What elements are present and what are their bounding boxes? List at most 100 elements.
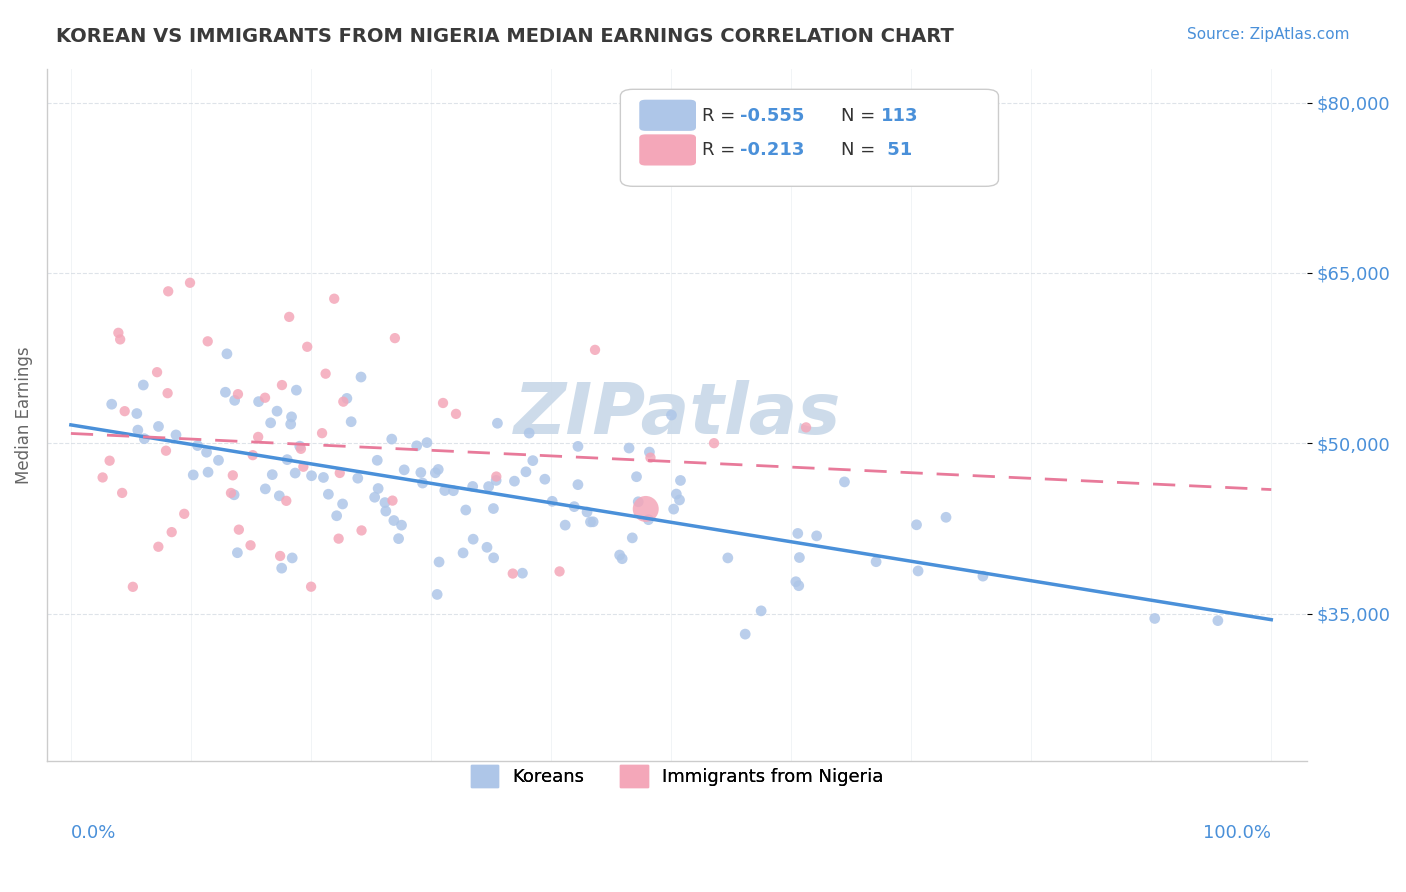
Point bbox=[318, 487, 340, 501]
Point bbox=[114, 404, 136, 418]
Point bbox=[461, 479, 484, 493]
Text: 51: 51 bbox=[882, 141, 912, 160]
Point bbox=[392, 463, 415, 477]
Point bbox=[444, 407, 467, 421]
Point bbox=[621, 531, 644, 545]
Point bbox=[328, 532, 350, 546]
Point bbox=[576, 505, 599, 519]
Point bbox=[475, 541, 498, 555]
Point bbox=[972, 569, 994, 583]
Point bbox=[301, 468, 323, 483]
Point bbox=[285, 383, 308, 397]
Point bbox=[179, 276, 201, 290]
Point bbox=[534, 472, 557, 486]
Point bbox=[155, 443, 177, 458]
Point bbox=[381, 493, 404, 508]
Point bbox=[482, 550, 505, 565]
Point bbox=[224, 488, 246, 502]
Point bbox=[865, 555, 887, 569]
Point bbox=[412, 476, 434, 491]
Point bbox=[276, 452, 298, 467]
Point bbox=[214, 385, 236, 400]
Point bbox=[111, 486, 134, 500]
Point bbox=[91, 470, 114, 484]
Point bbox=[323, 292, 346, 306]
Point bbox=[703, 436, 725, 450]
Point bbox=[259, 416, 281, 430]
Point bbox=[794, 420, 817, 434]
Point bbox=[173, 507, 195, 521]
Point bbox=[432, 396, 454, 410]
Point bbox=[668, 493, 690, 508]
Point bbox=[132, 378, 155, 392]
Point bbox=[583, 343, 606, 357]
Point bbox=[271, 378, 294, 392]
Point bbox=[160, 525, 183, 540]
Point bbox=[640, 450, 662, 465]
Point bbox=[127, 423, 149, 437]
Point bbox=[502, 566, 524, 581]
Y-axis label: Median Earnings: Median Earnings bbox=[15, 346, 32, 483]
Point bbox=[567, 477, 589, 491]
Point bbox=[280, 417, 302, 431]
Point bbox=[541, 494, 564, 508]
Point bbox=[186, 438, 208, 452]
Point bbox=[156, 386, 179, 401]
Text: ZIPatlas: ZIPatlas bbox=[513, 381, 841, 450]
Point bbox=[367, 482, 389, 496]
Point bbox=[121, 580, 143, 594]
Point bbox=[638, 445, 661, 459]
Point bbox=[610, 551, 633, 566]
Point bbox=[299, 580, 322, 594]
Point bbox=[517, 426, 540, 441]
Point bbox=[350, 524, 373, 538]
Point bbox=[451, 546, 474, 560]
Point bbox=[717, 550, 740, 565]
Point bbox=[391, 518, 413, 533]
Point bbox=[554, 518, 576, 533]
Point bbox=[224, 393, 246, 408]
Point bbox=[325, 508, 347, 523]
Point bbox=[346, 471, 368, 485]
Point bbox=[312, 470, 335, 484]
Point bbox=[426, 587, 449, 601]
Point bbox=[665, 487, 688, 501]
Point bbox=[278, 310, 301, 324]
Point bbox=[281, 550, 304, 565]
Point bbox=[609, 548, 631, 562]
Point bbox=[433, 483, 456, 498]
Point bbox=[485, 474, 508, 488]
Point bbox=[427, 555, 450, 569]
Point bbox=[146, 365, 169, 379]
Point bbox=[280, 409, 302, 424]
Point bbox=[311, 426, 333, 441]
Point bbox=[134, 432, 156, 446]
Point bbox=[486, 417, 509, 431]
Point bbox=[617, 441, 640, 455]
Point bbox=[515, 465, 537, 479]
Point bbox=[834, 475, 856, 489]
Point bbox=[374, 504, 396, 518]
Point bbox=[366, 453, 388, 467]
Point bbox=[219, 486, 242, 500]
Point bbox=[247, 430, 270, 444]
Point bbox=[165, 428, 187, 442]
Point bbox=[786, 526, 808, 541]
Point bbox=[789, 550, 811, 565]
Point bbox=[907, 564, 929, 578]
Point bbox=[427, 462, 450, 476]
Point bbox=[626, 469, 648, 483]
Point bbox=[284, 466, 307, 480]
Point bbox=[579, 515, 602, 529]
Point bbox=[405, 439, 427, 453]
Point bbox=[350, 370, 373, 384]
Point bbox=[107, 326, 129, 340]
Point bbox=[363, 490, 385, 504]
Point bbox=[226, 387, 249, 401]
Point bbox=[247, 394, 270, 409]
Text: N =: N = bbox=[841, 107, 882, 125]
Point bbox=[269, 489, 291, 503]
Point bbox=[749, 604, 772, 618]
Point bbox=[522, 453, 544, 467]
Point bbox=[425, 466, 447, 480]
